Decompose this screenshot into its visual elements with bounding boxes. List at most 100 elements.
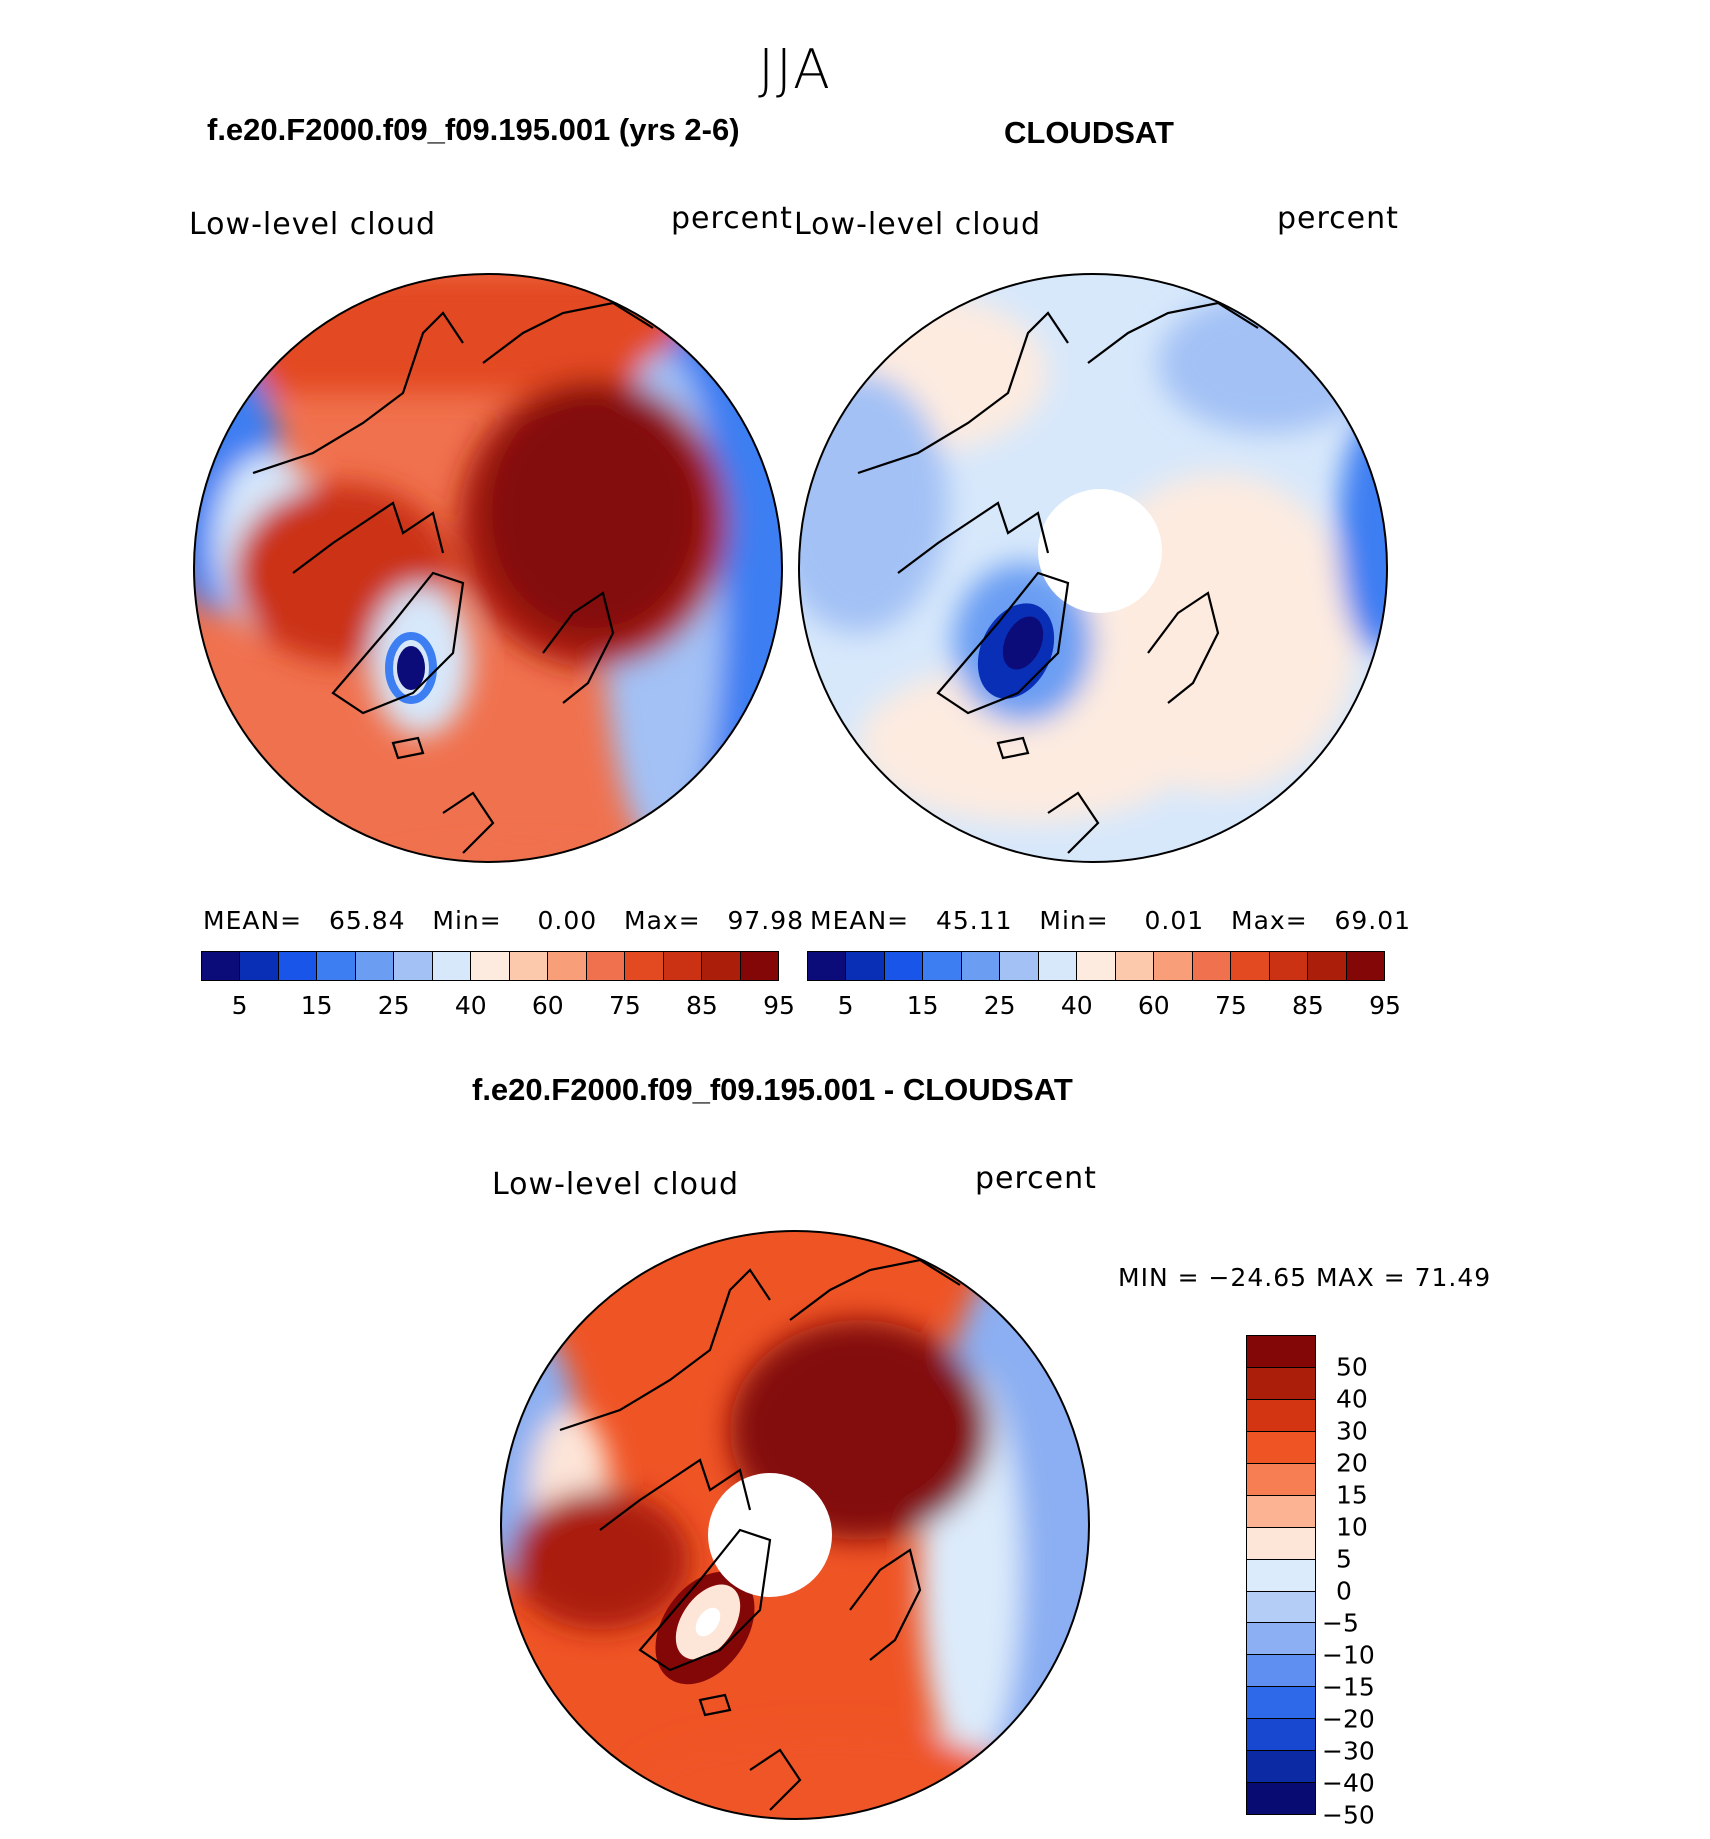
panel3-colorbar-tick-label: −20 [1322,1704,1375,1734]
map-difference-polar-gap [708,1473,832,1597]
map-model-border [193,273,783,863]
panel2-max-label: Max= [1231,906,1308,935]
panel1-colorbar-swatch [509,952,549,980]
panel1-colorbar-swatch [317,952,356,980]
map-model-coast-scandinavia [542,591,615,704]
map-difference-field-greenland-min [695,1607,721,1637]
map-difference-coast-alaska [559,1268,771,1432]
map-cloudsat-field-south [858,663,1198,823]
panel3-colorbar-tick-label: −50 [1322,1800,1375,1830]
panel3-colorbar-tick-label: 20 [1336,1448,1368,1478]
panel3-colorbar-swatch [1247,1336,1315,1368]
panel2-variable-label: Low-level cloud [794,207,1042,242]
panel3-colorbar-tick-label: 50 [1336,1352,1368,1382]
panel3-colorbar-tick-label: 30 [1336,1416,1368,1446]
panel3-units-label: percent [975,1161,1097,1196]
map-model-coast-alaska [252,311,464,475]
panel2-title: CLOUDSAT [1004,115,1174,150]
panel1-colorbar-swatch [740,952,779,980]
map-cloudsat-coast-scandinavia [1147,591,1220,704]
panel3-colorbar-tick-label: 15 [1336,1480,1368,1510]
panel2-min-label: Min= [1039,906,1109,935]
panel1-colorbar-swatch [586,952,626,980]
panel2-colorbar-swatch [846,952,885,980]
map-model [193,273,783,863]
panel1-colorbar-swatch [548,952,587,980]
panel2-stats: MEAN= 45.11 Min= 0.01 Max= 69.01 [810,906,1411,935]
panel2-colorbar-swatch [1115,952,1155,980]
panel3-colorbar-swatch [1247,1687,1315,1720]
map-cloudsat-coast-iceland [996,736,1030,760]
panel1-max-value: 97.98 [727,906,805,935]
map-difference-coastlines [559,1258,961,1811]
map-model-coast-canada [292,501,445,574]
panel1-colorbar-ticks: 5 15 25 40 60 75 85 95 [201,991,795,1021]
panel2-mean-value: 45.11 [935,906,1013,935]
panel2-colorbar-swatch [1308,952,1347,980]
map-difference-coast-greenland [638,1528,772,1672]
map-cloudsat-field-greenland-min [1002,616,1044,670]
panel1-colorbar-tick-label: 5 [231,991,248,1020]
map-cloudsat-border [798,273,1388,863]
panel2-colorbar-tick-label: 5 [837,991,854,1020]
panel3-title: f.e20.F2000.f09_f09.195.001 - CLOUDSAT [472,1072,1073,1107]
panel3-colorbar-tick-label: −40 [1322,1768,1375,1798]
map-cloudsat-field-west [799,373,948,633]
panel3-stats: MIN = −24.65 MAX = 71.49 [1118,1263,1492,1292]
panel3-variable-label: Low-level cloud [492,1167,740,1202]
panel1-colorbar-tick-label: 60 [531,991,564,1020]
panel2-colorbar-swatch [1231,952,1270,980]
panel2-colorbar-swatch [1154,952,1193,980]
panel2-colorbar [807,951,1385,981]
map-model-coast-siberia [482,301,654,364]
panel3-colorbar-tick-label: 10 [1336,1512,1368,1542]
panel2-colorbar-swatch [1346,952,1385,980]
map-cloudsat [798,273,1388,863]
season-title: JJA [758,38,832,101]
panel1-colorbar-swatch [471,952,510,980]
map-difference-coast-britain [749,1748,802,1811]
map-difference-field-south [630,1730,1030,1819]
panel3-colorbar-swatch [1247,1591,1315,1624]
panel3-colorbar-swatch [1247,1655,1315,1688]
panel3-colorbar-swatch [1247,1719,1315,1752]
panel1-colorbar-swatch [202,952,241,980]
panel3-colorbar-swatch [1247,1463,1315,1496]
map-difference-border [500,1230,1090,1820]
panel3-colorbar-tick-label: −15 [1322,1672,1375,1702]
map-cloudsat-field-edge [1338,413,1387,653]
map-model-field-greenland-ring [385,632,437,704]
panel2-colorbar-tick-label: 75 [1214,991,1247,1020]
panel1-stats: MEAN= 65.84 Min= 0.00 Max= 97.98 [203,906,804,935]
map-cloudsat-coastlines [857,301,1259,854]
map-difference-coast-siberia [789,1258,961,1321]
panel3-colorbar-swatch [1247,1623,1315,1656]
panel3-colorbar-swatch [1247,1527,1315,1560]
panel1-colorbar-tick-label: 75 [608,991,641,1020]
panel1-variable-label: Low-level cloud [189,207,437,242]
panel1-max-label: Max= [624,906,701,935]
panel2-colorbar-swatch [808,952,847,980]
panel3-colorbar-swatch [1247,1367,1315,1400]
panel1-units-label: percent [671,201,793,236]
panel1-colorbar-tick-label: 85 [686,991,718,1020]
panel2-mean-label: MEAN= [810,906,910,935]
map-model-field-greenland-min [397,646,425,690]
panel1-min-value: 0.00 [537,906,598,935]
map-model-coast-greenland [331,571,465,715]
map-difference-field-canada [510,1490,690,1630]
panel2-min-value: 0.01 [1144,906,1205,935]
panel2-colorbar-swatch [961,952,1001,980]
map-cloudsat-polar-gap [1038,489,1162,613]
panel3-colorbar [1246,1335,1316,1815]
map-model-coast-iceland [391,736,425,760]
panel3-colorbar-swatch [1247,1751,1315,1784]
panel1-colorbar-swatch [432,952,472,980]
panel2-colorbar-swatch [884,952,924,980]
panel1-colorbar-swatch [663,952,703,980]
map-difference-coast-iceland [698,1693,732,1717]
panel1-mean-value: 65.84 [328,906,406,935]
map-model-field-arctic-core [483,388,703,638]
panel1-colorbar-swatch [278,952,318,980]
panel2-colorbar-swatch [1000,952,1039,980]
